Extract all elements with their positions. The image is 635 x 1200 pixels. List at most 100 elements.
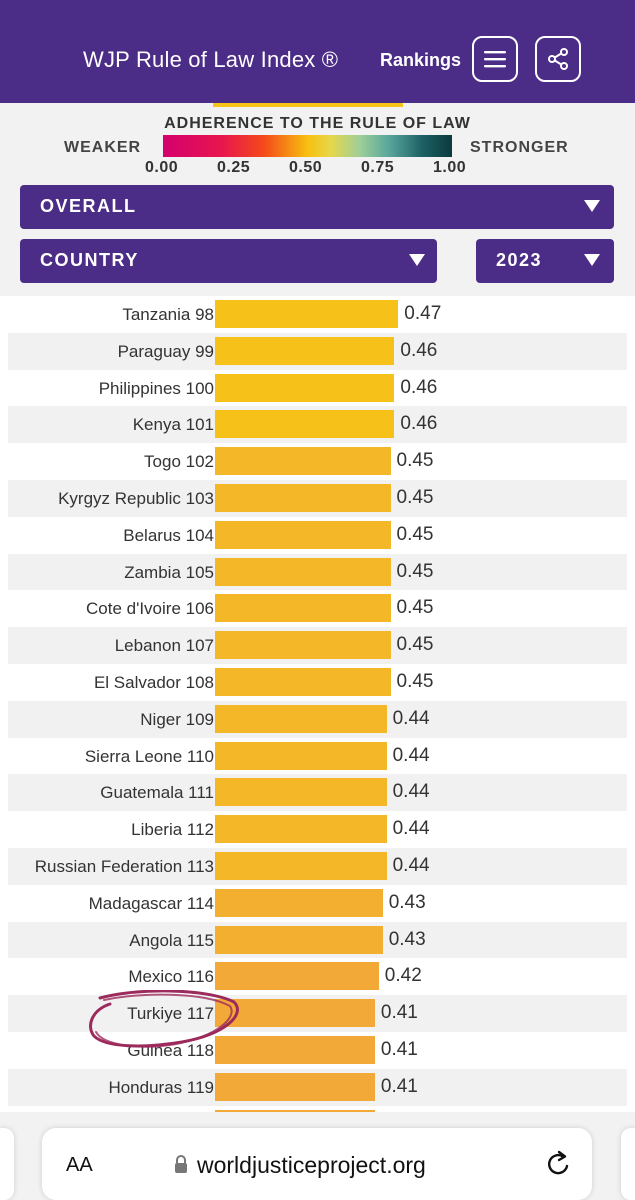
score-bar[interactable] xyxy=(215,1072,375,1101)
score-bar[interactable] xyxy=(215,373,395,402)
legend-tick: 1.00 xyxy=(433,159,467,176)
app-header: WJP Rule of Law Index ® Rankings xyxy=(0,0,635,103)
score-value: 0.44 xyxy=(392,818,430,840)
country-label: Guinea 118 xyxy=(127,1041,214,1060)
table-row[interactable]: Kenya 101 0.46 xyxy=(8,406,627,444)
reload-icon[interactable] xyxy=(546,1150,572,1178)
score-bar[interactable] xyxy=(215,999,375,1028)
score-bar[interactable] xyxy=(215,704,387,733)
score-bar[interactable] xyxy=(215,447,391,476)
table-row[interactable]: Russian Federation 113 0.44 xyxy=(8,848,627,885)
share-button[interactable] xyxy=(535,36,581,82)
legend-tick: 0.75 xyxy=(361,159,395,176)
score-bar[interactable] xyxy=(215,631,391,660)
score-value: 0.45 xyxy=(396,523,434,545)
country-label: Madagascar 114 xyxy=(88,893,214,913)
score-value: 0.41 xyxy=(380,1002,418,1024)
country-label: El Salvador 108 xyxy=(93,673,214,692)
score-bar[interactable] xyxy=(215,557,391,586)
chevron-down-icon xyxy=(584,200,600,212)
score-value: 0.47 xyxy=(404,303,442,324)
score-value: 0.45 xyxy=(396,634,434,656)
score-value: 0.45 xyxy=(396,560,434,582)
score-bar[interactable] xyxy=(215,852,387,880)
table-row[interactable]: Guatemala 111 0.44 xyxy=(8,774,627,812)
text-size-button[interactable]: AA xyxy=(66,1154,93,1176)
table-row[interactable]: Sierra Leone 110 0.44 xyxy=(8,737,627,775)
share-icon xyxy=(548,48,568,70)
legend-tick: 0.25 xyxy=(217,159,251,176)
page-title[interactable]: WJP Rule of Law Index ® xyxy=(83,47,339,72)
country-label: Togo 102 xyxy=(144,452,214,472)
chevron-down-icon xyxy=(584,254,600,266)
table-row[interactable]: Paraguay 99 0.46 xyxy=(8,332,627,370)
score-bar[interactable] xyxy=(215,668,391,696)
address-bar[interactable]: AA worldjusticeproject.org xyxy=(42,1128,592,1200)
score-bar[interactable] xyxy=(215,888,383,917)
score-bar[interactable] xyxy=(215,778,387,807)
table-row[interactable]: Angola 115 0.43 xyxy=(8,921,627,959)
factor-dropdown[interactable]: OVERALL xyxy=(20,185,614,229)
country-label: Honduras 119 xyxy=(108,1077,214,1097)
score-value: 0.45 xyxy=(396,450,434,472)
score-value: 0.46 xyxy=(400,376,438,398)
score-value: 0.45 xyxy=(396,671,434,692)
table-row[interactable]: Honduras 119 0.41 xyxy=(8,1068,627,1106)
legend-heading: ADHERENCE TO THE RULE OF LAW xyxy=(164,115,471,132)
score-value: 0.41 xyxy=(380,1039,418,1060)
score-bar[interactable] xyxy=(215,410,395,439)
score-bar[interactable] xyxy=(215,815,387,844)
url-text[interactable]: worldjusticeproject.org xyxy=(197,1152,426,1178)
year-dropdown-value: 2023 xyxy=(496,250,543,270)
next-tab-edge[interactable] xyxy=(621,1128,635,1200)
table-row[interactable]: Liberia 112 0.44 xyxy=(8,811,627,848)
table-row[interactable]: Zambia 105 0.45 xyxy=(8,553,627,591)
score-bar[interactable] xyxy=(215,300,399,328)
legend-tick: 0.00 xyxy=(145,159,179,176)
rankings-link[interactable]: Rankings xyxy=(380,50,462,70)
table-row[interactable]: Philippines 100 0.46 xyxy=(8,369,627,407)
table-row[interactable]: Togo 102 0.45 xyxy=(8,443,627,480)
country-label: Sierra Leone 110 xyxy=(84,746,214,766)
score-value: 0.44 xyxy=(392,707,430,729)
factor-dropdown-value: OVERALL xyxy=(40,196,137,216)
score-bar[interactable] xyxy=(215,594,391,623)
score-value: 0.43 xyxy=(388,928,426,950)
country-label: Zambia 105 xyxy=(124,562,214,582)
table-row[interactable]: Kyrgyz Republic 103 0.45 xyxy=(8,480,627,517)
score-bar[interactable] xyxy=(215,520,391,549)
score-value: 0.44 xyxy=(392,781,430,803)
score-bar[interactable] xyxy=(215,336,395,365)
table-row[interactable]: Niger 109 0.44 xyxy=(8,700,627,738)
table-row[interactable]: Guinea 118 0.41 xyxy=(8,1032,627,1069)
previous-tab-edge[interactable] xyxy=(0,1128,14,1200)
country-label: Niger 109 xyxy=(140,709,214,729)
group-dropdown[interactable]: COUNTRY xyxy=(20,239,437,283)
country-label: Russian Federation 113 xyxy=(34,857,214,876)
table-row[interactable]: Cote d'Ivoire 106 0.45 xyxy=(8,590,627,628)
score-bar[interactable] xyxy=(215,741,387,770)
country-label: Philippines 100 xyxy=(98,378,214,398)
legend-tick: 0.50 xyxy=(289,159,323,176)
table-row[interactable]: Turkiye 117 0.41 xyxy=(8,995,627,1032)
score-bar[interactable] xyxy=(215,484,391,512)
table-row[interactable]: El Salvador 108 0.45 xyxy=(8,664,627,701)
country-label: Liberia 112 xyxy=(131,820,214,840)
chevron-down-icon xyxy=(409,254,425,266)
score-value: 0.41 xyxy=(380,1075,418,1097)
scrolled-bar-edge xyxy=(213,103,403,107)
table-row[interactable]: Madagascar 114 0.43 xyxy=(8,884,627,922)
score-bar[interactable] xyxy=(215,962,379,991)
country-label: Paraguay 99 xyxy=(117,341,214,361)
legend-weaker-label: WEAKER xyxy=(64,139,142,156)
country-label: Belarus 104 xyxy=(123,525,214,545)
score-bar[interactable] xyxy=(215,1036,375,1064)
table-row[interactable]: Lebanon 107 0.45 xyxy=(8,627,627,664)
score-value: 0.43 xyxy=(388,891,426,913)
table-row[interactable]: Tanzania 98 0.47 xyxy=(8,296,627,333)
menu-button[interactable] xyxy=(472,36,518,82)
score-bar[interactable] xyxy=(215,925,383,954)
table-row[interactable]: Mexico 116 0.42 xyxy=(8,958,627,996)
year-dropdown[interactable]: 2023 xyxy=(476,239,614,283)
table-row[interactable]: Belarus 104 0.45 xyxy=(8,516,627,554)
